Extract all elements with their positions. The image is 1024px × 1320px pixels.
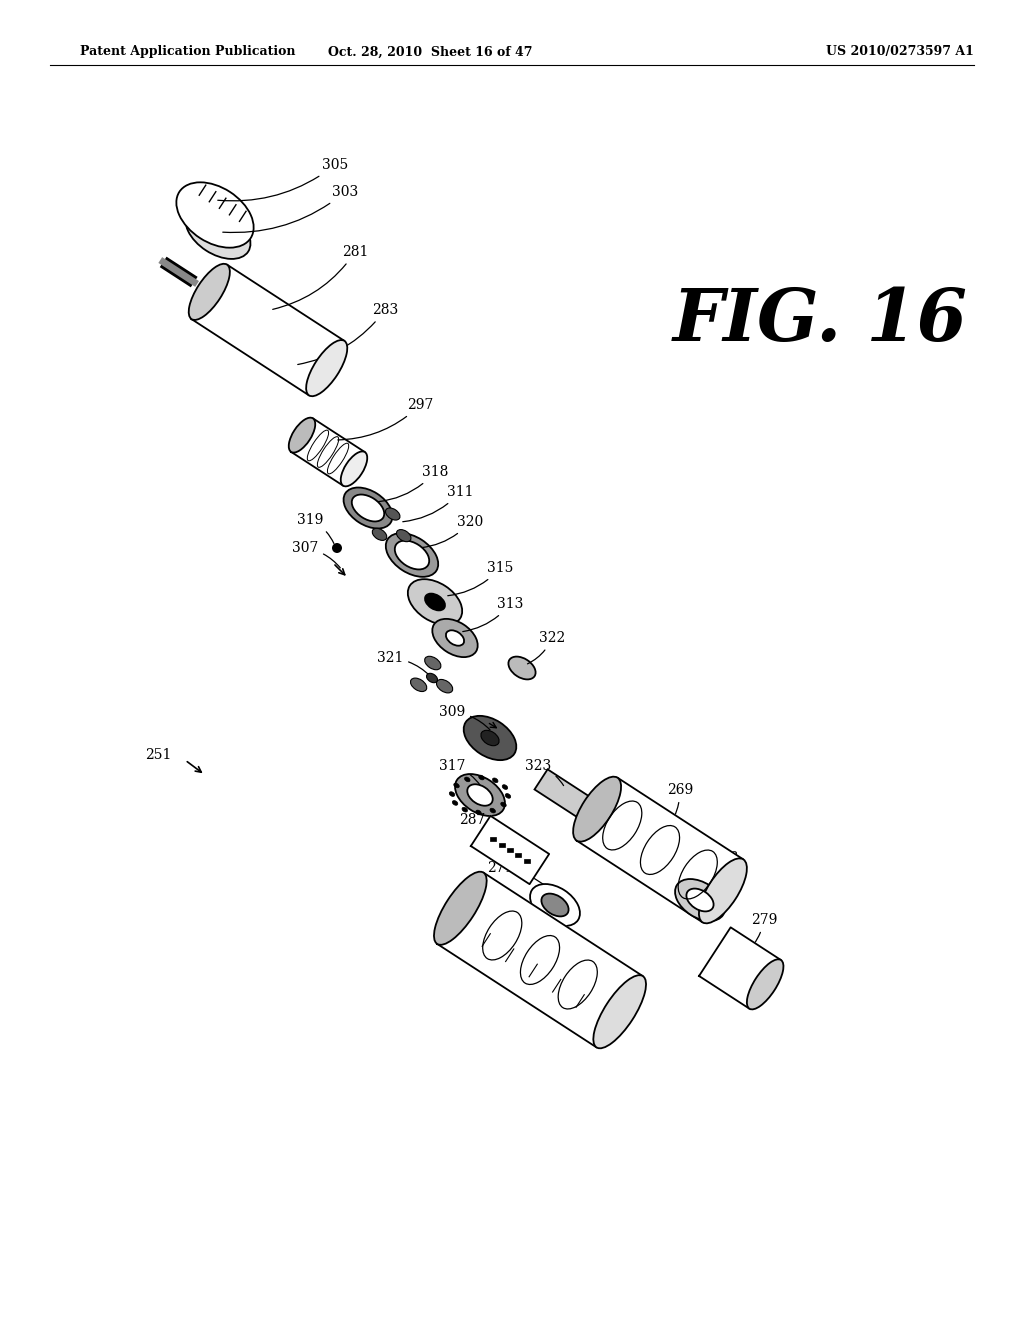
Ellipse shape <box>352 495 384 521</box>
Ellipse shape <box>530 884 580 925</box>
Ellipse shape <box>176 182 254 248</box>
Text: Patent Application Publication: Patent Application Publication <box>80 45 296 58</box>
Text: 251: 251 <box>144 748 171 762</box>
Ellipse shape <box>385 508 400 520</box>
Ellipse shape <box>436 680 453 693</box>
Polygon shape <box>577 777 743 923</box>
Ellipse shape <box>489 808 496 813</box>
Text: 311: 311 <box>402 484 473 521</box>
Ellipse shape <box>465 777 470 781</box>
Ellipse shape <box>476 810 481 814</box>
Text: 319: 319 <box>297 513 334 544</box>
Ellipse shape <box>462 808 468 812</box>
Bar <box>507 847 513 851</box>
Ellipse shape <box>395 541 429 569</box>
Bar <box>523 859 529 863</box>
Text: 307: 307 <box>292 541 340 568</box>
Ellipse shape <box>454 783 459 788</box>
Polygon shape <box>471 816 549 884</box>
Ellipse shape <box>341 451 368 486</box>
Bar <box>499 842 505 846</box>
Ellipse shape <box>479 775 484 780</box>
Polygon shape <box>291 418 365 486</box>
Text: 323: 323 <box>525 759 563 785</box>
Text: 279: 279 <box>742 913 777 956</box>
Polygon shape <box>191 264 344 396</box>
Ellipse shape <box>481 730 499 746</box>
Text: 281: 281 <box>272 246 369 309</box>
Text: 287: 287 <box>459 813 510 841</box>
Ellipse shape <box>185 205 251 259</box>
Ellipse shape <box>675 879 725 921</box>
Ellipse shape <box>425 656 441 669</box>
Text: 317: 317 <box>438 759 480 785</box>
Ellipse shape <box>432 619 478 657</box>
Ellipse shape <box>188 264 229 319</box>
Text: 269: 269 <box>477 923 543 948</box>
Text: 315: 315 <box>447 561 513 595</box>
Ellipse shape <box>427 673 437 682</box>
Ellipse shape <box>386 533 438 577</box>
Polygon shape <box>437 873 643 1047</box>
Circle shape <box>332 543 342 553</box>
Ellipse shape <box>542 894 568 916</box>
Ellipse shape <box>505 793 511 799</box>
Bar <box>535 770 590 817</box>
Bar <box>490 837 497 841</box>
Polygon shape <box>699 928 781 1008</box>
Bar <box>515 854 521 858</box>
Text: 283: 283 <box>298 304 398 364</box>
Ellipse shape <box>408 579 462 624</box>
Ellipse shape <box>686 888 714 911</box>
Text: FIG. 16: FIG. 16 <box>673 285 968 355</box>
Text: 303: 303 <box>223 185 358 232</box>
Ellipse shape <box>501 803 506 807</box>
Text: 269: 269 <box>662 783 693 836</box>
Text: Oct. 28, 2010  Sheet 16 of 47: Oct. 28, 2010 Sheet 16 of 47 <box>328 45 532 58</box>
Ellipse shape <box>411 678 427 692</box>
Text: 271: 271 <box>486 861 556 896</box>
Ellipse shape <box>467 784 493 805</box>
Ellipse shape <box>343 487 392 528</box>
Ellipse shape <box>746 960 783 1010</box>
Text: 305: 305 <box>218 158 348 201</box>
Text: 273: 273 <box>702 851 738 894</box>
Text: 322: 322 <box>527 631 565 664</box>
Ellipse shape <box>445 630 464 645</box>
Text: 309: 309 <box>439 705 490 730</box>
Text: 318: 318 <box>378 465 449 502</box>
Ellipse shape <box>450 792 455 796</box>
Ellipse shape <box>306 341 347 396</box>
Ellipse shape <box>699 858 746 924</box>
Ellipse shape <box>593 975 646 1048</box>
Text: 320: 320 <box>421 515 483 548</box>
Ellipse shape <box>453 801 458 805</box>
Text: US 2010/0273597 A1: US 2010/0273597 A1 <box>826 45 974 58</box>
Ellipse shape <box>508 656 536 680</box>
Ellipse shape <box>434 871 486 945</box>
Ellipse shape <box>396 529 411 541</box>
Ellipse shape <box>493 777 498 783</box>
Text: 297: 297 <box>338 399 433 440</box>
Ellipse shape <box>502 784 508 789</box>
Ellipse shape <box>455 774 505 816</box>
Text: 321: 321 <box>377 651 430 676</box>
Ellipse shape <box>373 528 387 540</box>
Ellipse shape <box>573 776 622 842</box>
Text: 313: 313 <box>463 597 523 631</box>
Ellipse shape <box>289 417 315 453</box>
Ellipse shape <box>464 715 516 760</box>
Ellipse shape <box>425 594 445 610</box>
